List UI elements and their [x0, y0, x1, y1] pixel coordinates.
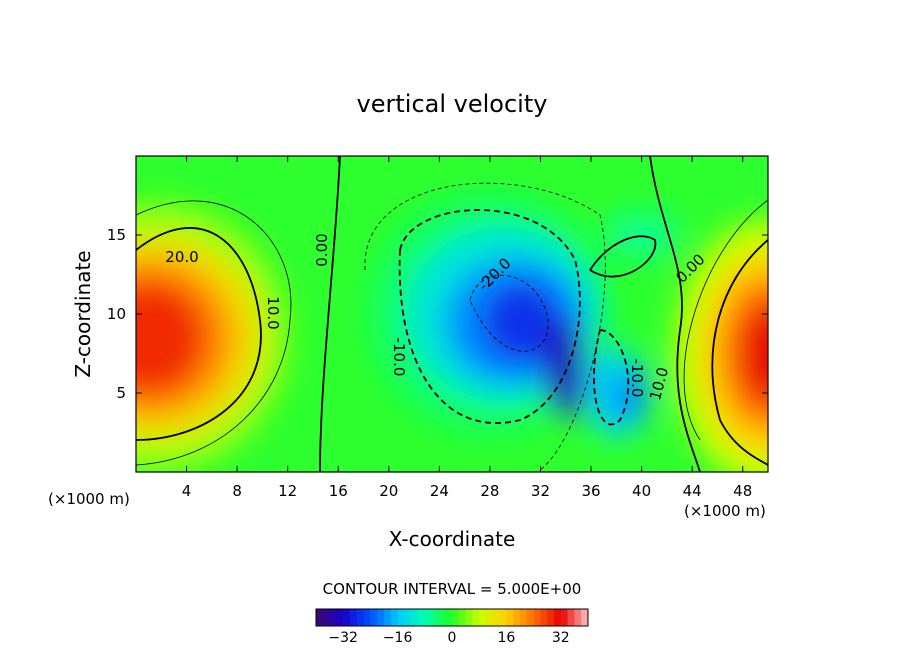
x-tick-label: 36: [581, 482, 600, 500]
x-axis-label: X-coordinate: [389, 527, 516, 551]
colorbar-cell: [547, 609, 555, 626]
colorbar-cell: [513, 609, 521, 626]
y-tick-label: 10: [107, 305, 126, 323]
colorbar-cell: [499, 609, 507, 626]
x-tick-label: 48: [733, 482, 752, 500]
colorbar-cell: [492, 609, 501, 626]
colorbar-cell: [560, 609, 569, 626]
x-tick-label: 8: [232, 482, 242, 500]
colorbar-cell: [567, 609, 575, 626]
colorbar-cell: [520, 609, 528, 626]
y-tick-label: 15: [107, 226, 126, 244]
colorbar-cell: [445, 609, 453, 626]
colorbar-cell: [336, 609, 344, 626]
colorbar-cell: [350, 609, 358, 626]
x-tick-label: 20: [379, 482, 398, 500]
colorbar-cell: [554, 609, 562, 626]
contour-line: [589, 235, 657, 278]
contour-line: [683, 199, 768, 441]
contour-line: [398, 209, 581, 424]
contour-lines: [136, 156, 768, 472]
colorbar-cell: [533, 609, 541, 626]
y-axis: 5 10 15: [107, 226, 768, 402]
colorbar-cell: [418, 609, 426, 626]
colorbar-cell: [472, 609, 480, 626]
colorbar-cell: [356, 609, 365, 626]
colorbar-tick-label: 16: [497, 630, 515, 646]
velocity-field: [136, 195, 768, 472]
colorbar-cell: [438, 609, 446, 626]
x-axis: 4 8 12 16 20 24 28 32 36 40 44 48: [182, 156, 752, 500]
contour-label: 10.0: [264, 296, 282, 329]
contour-line: [136, 200, 292, 466]
colorbar: −32 −16 0 16 32: [315, 608, 589, 646]
contour-line: [649, 156, 701, 472]
colorbar-cell: [329, 609, 337, 626]
contour-label: -10.0: [390, 338, 408, 377]
contour-line: [469, 275, 549, 352]
colorbar-frame: [315, 608, 589, 627]
colorbar-cell: [377, 609, 385, 626]
contour-line: [593, 329, 630, 426]
contour-label: -10.0: [628, 359, 646, 398]
x-tick-label: 28: [480, 482, 499, 500]
colorbar-cell: [322, 609, 331, 626]
x-tick-label: 40: [632, 482, 651, 500]
y-axis-label: Z-coordinate: [71, 250, 95, 377]
field-blob: [603, 211, 680, 259]
y-tick-label: 5: [116, 384, 126, 402]
colorbar-cell: [397, 609, 405, 626]
contour-label: 0.00: [313, 233, 331, 266]
colorbar-cell: [343, 609, 351, 626]
colorbar-tick-label: −16: [383, 630, 413, 646]
colorbar-cell: [411, 609, 419, 626]
colorbar-cell: [526, 609, 535, 626]
colorbar-cell: [486, 609, 494, 626]
contour-line: [136, 227, 262, 441]
field-blob: [611, 370, 647, 422]
colorbar-cell: [431, 609, 439, 626]
plot-area: [136, 156, 768, 472]
field-blob: [136, 280, 206, 395]
contour-line: [711, 239, 768, 466]
colorbar-tick-label: 0: [448, 630, 457, 646]
colorbar-cell: [384, 609, 392, 626]
colorbar-cell: [452, 609, 460, 626]
contour-line: [319, 156, 341, 472]
x-tick-label: 24: [430, 482, 449, 500]
x-tick-label: 12: [278, 482, 297, 500]
colorbar-cell: [574, 609, 582, 626]
colorbar-cell: [458, 609, 467, 626]
x-unit-left: (×1000 m): [48, 490, 130, 508]
colorbar-cell: [370, 609, 378, 626]
colorbar-cell: [581, 609, 589, 626]
colorbar-cell: [424, 609, 433, 626]
colorbar-cell: [390, 609, 399, 626]
colorbar-cell: [404, 609, 412, 626]
colorbar-tick-label: 32: [552, 630, 570, 646]
colorbar-cell: [363, 609, 371, 626]
contour-interval-text: CONTOUR INTERVAL = 5.000E+00: [323, 580, 582, 598]
contour-line: [364, 182, 606, 471]
field-blob: [740, 302, 768, 405]
x-tick-label: 44: [683, 482, 702, 500]
x-tick-label: 32: [531, 482, 550, 500]
x-tick-label: 4: [182, 482, 192, 500]
x-unit-right: (×1000 m): [684, 502, 766, 520]
colorbar-cell: [316, 609, 324, 626]
colorbar-cell: [506, 609, 514, 626]
x-tick-label: 16: [329, 482, 348, 500]
colorbar-tick-label: −32: [328, 630, 358, 646]
colorbar-cell: [465, 609, 473, 626]
contour-label: 20.0: [165, 248, 198, 266]
colorbar-cell: [540, 609, 548, 626]
colorbar-cell: [479, 609, 487, 626]
chart-title: vertical velocity: [357, 90, 548, 118]
